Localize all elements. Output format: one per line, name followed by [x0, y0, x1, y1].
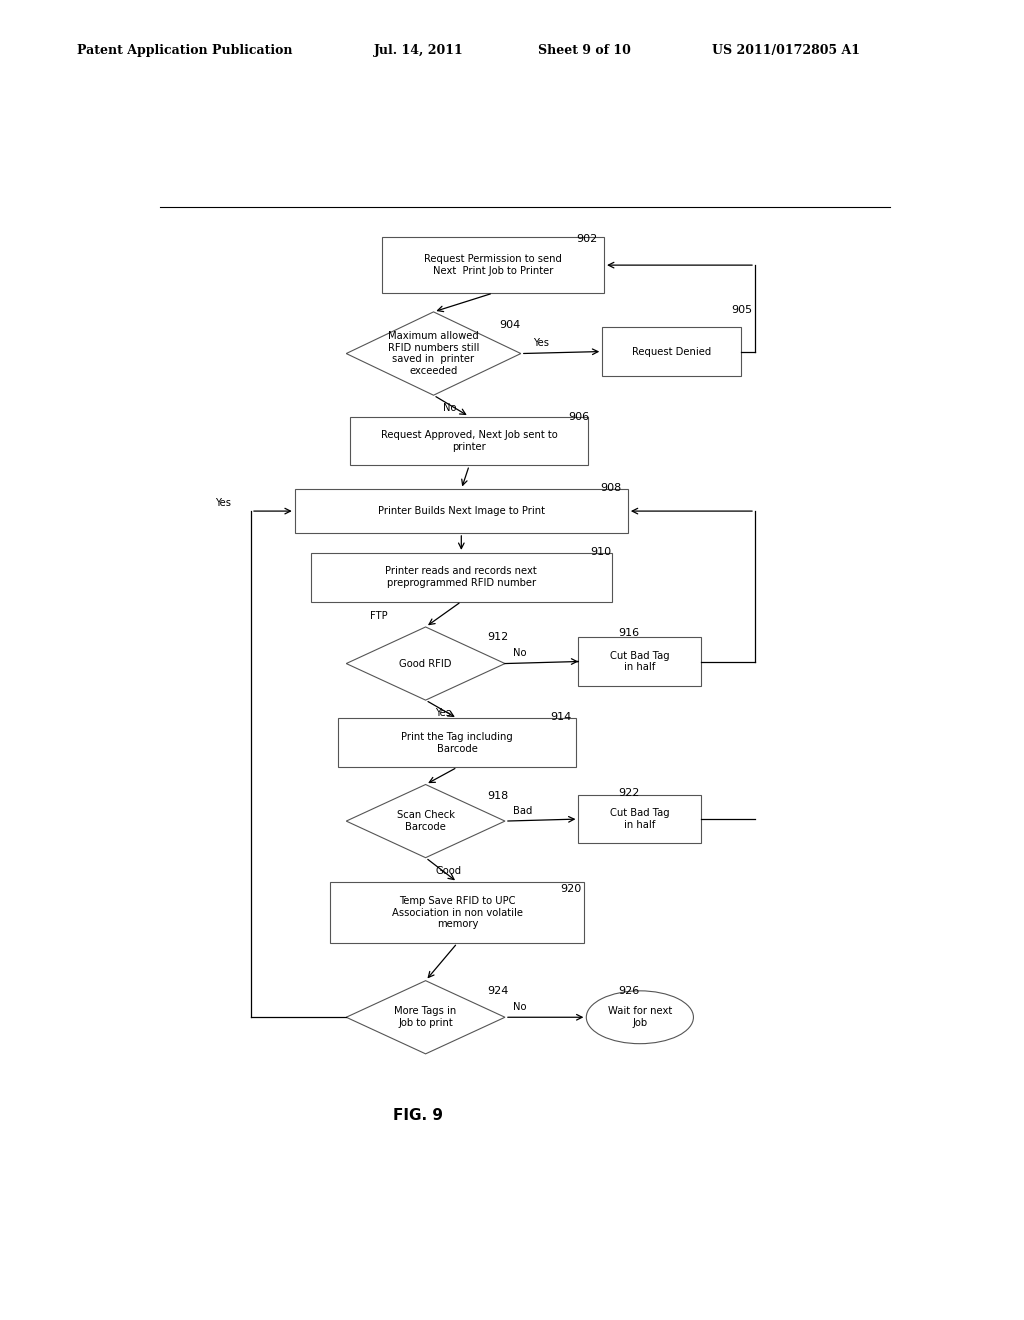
Bar: [331, 882, 585, 942]
Text: Sheet 9 of 10: Sheet 9 of 10: [538, 44, 631, 57]
Text: 905: 905: [731, 305, 753, 315]
Text: 902: 902: [577, 234, 598, 244]
Text: Request Permission to send
Next  Print Job to Printer: Request Permission to send Next Print Jo…: [424, 255, 562, 276]
Bar: [350, 417, 588, 466]
Text: 908: 908: [600, 483, 622, 492]
Text: 914: 914: [550, 713, 571, 722]
Text: Yes: Yes: [435, 709, 452, 718]
Text: 924: 924: [487, 986, 509, 995]
Text: Request Denied: Request Denied: [632, 347, 712, 356]
Text: Cut Bad Tag
in half: Cut Bad Tag in half: [610, 808, 670, 830]
Text: Printer Builds Next Image to Print: Printer Builds Next Image to Print: [378, 506, 545, 516]
Bar: [382, 238, 604, 293]
Text: Yes: Yes: [215, 498, 231, 508]
Text: Good: Good: [435, 866, 461, 876]
Bar: [602, 327, 741, 376]
Text: Good RFID: Good RFID: [399, 659, 452, 668]
Text: Printer reads and records next
preprogrammed RFID number: Printer reads and records next preprogra…: [385, 566, 538, 587]
Text: Cut Bad Tag
in half: Cut Bad Tag in half: [610, 651, 670, 672]
Text: Print the Tag including
Barcode: Print the Tag including Barcode: [401, 733, 513, 754]
Text: Request Approved, Next Job sent to
printer: Request Approved, Next Job sent to print…: [381, 430, 558, 451]
Text: 912: 912: [487, 632, 509, 642]
Text: 926: 926: [618, 986, 640, 995]
Text: More Tags in
Job to print: More Tags in Job to print: [394, 1006, 457, 1028]
Text: 920: 920: [560, 884, 582, 894]
Text: Temp Save RFID to UPC
Association in non volatile
memory: Temp Save RFID to UPC Association in non…: [392, 896, 523, 929]
Bar: [295, 490, 628, 533]
Text: US 2011/0172805 A1: US 2011/0172805 A1: [712, 44, 860, 57]
Text: No: No: [513, 1002, 526, 1012]
Text: 906: 906: [568, 412, 590, 421]
Text: No: No: [443, 404, 457, 413]
Text: Scan Check
Barcode: Scan Check Barcode: [396, 810, 455, 832]
Text: 922: 922: [618, 788, 640, 797]
Text: 916: 916: [618, 628, 640, 638]
Text: Patent Application Publication: Patent Application Publication: [77, 44, 292, 57]
Text: No: No: [513, 648, 526, 659]
Bar: [338, 718, 577, 767]
Text: Maximum allowed
RFID numbers still
saved in  printer
exceeded: Maximum allowed RFID numbers still saved…: [388, 331, 479, 376]
Text: Wait for next
Job: Wait for next Job: [608, 1006, 672, 1028]
Text: 904: 904: [500, 321, 520, 330]
Text: 910: 910: [590, 546, 611, 557]
Text: 918: 918: [487, 791, 509, 801]
Text: FTP: FTP: [370, 611, 388, 620]
Text: Yes: Yes: [532, 338, 549, 348]
Bar: [310, 553, 612, 602]
Bar: [579, 638, 701, 686]
Text: Bad: Bad: [513, 807, 532, 816]
Text: FIG. 9: FIG. 9: [392, 1109, 442, 1123]
Bar: [579, 795, 701, 843]
Text: Jul. 14, 2011: Jul. 14, 2011: [374, 44, 464, 57]
